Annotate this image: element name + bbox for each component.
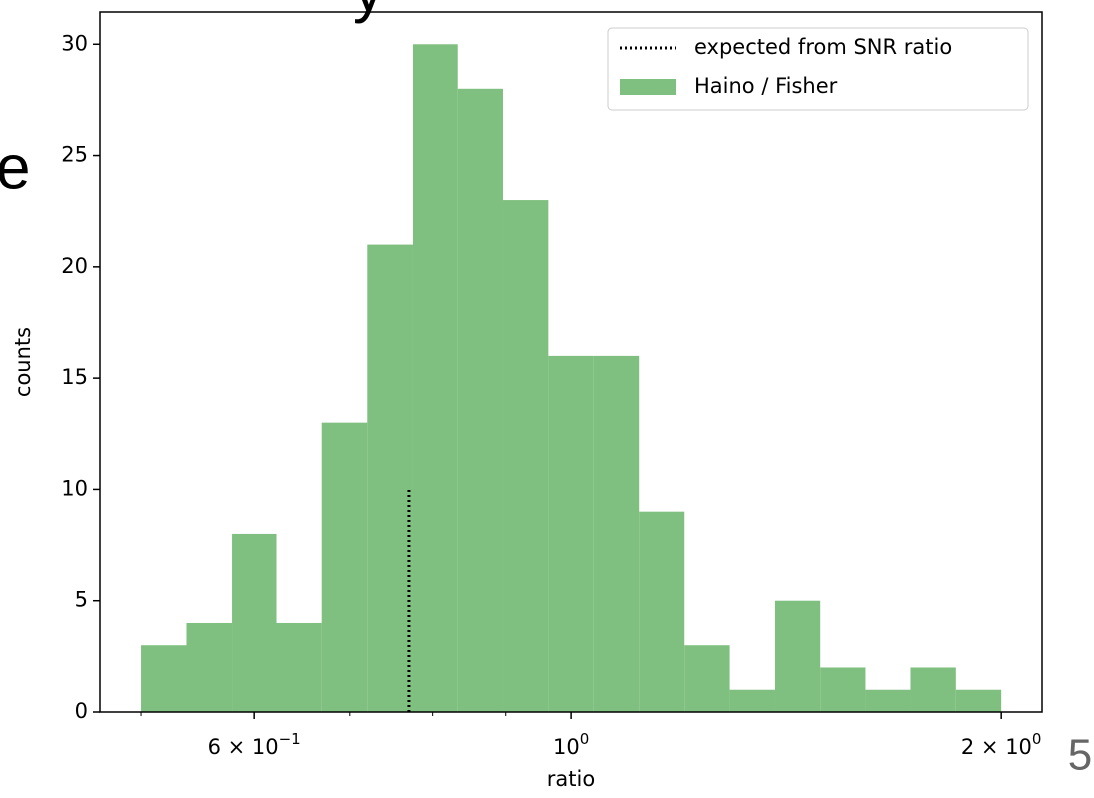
bar — [141, 645, 187, 712]
x-tick-exponent: 0 — [1032, 730, 1042, 748]
legend-swatch — [620, 79, 676, 95]
bar — [639, 511, 685, 712]
bar — [186, 622, 233, 712]
x-tick-base: 10 — [553, 735, 580, 759]
bar — [593, 355, 640, 712]
x-tick-label: 100 — [553, 730, 589, 760]
y-tick-label: 10 — [61, 476, 88, 500]
y-tick-label: 15 — [61, 365, 88, 389]
y-tick-label: 0 — [75, 699, 88, 723]
x-tick-base: 2 × 10 — [961, 735, 1032, 759]
bar — [502, 200, 549, 713]
bar — [684, 645, 730, 712]
bar — [910, 667, 956, 712]
bar — [412, 44, 458, 713]
bar — [276, 622, 322, 712]
x-tick-exponent: −1 — [279, 730, 301, 748]
bar — [774, 600, 821, 712]
bar — [457, 88, 503, 712]
bar — [367, 244, 413, 712]
legend-box — [607, 27, 1029, 111]
bar — [865, 689, 911, 712]
bar — [820, 667, 866, 712]
legend-label: Haino / Fisher — [694, 74, 838, 98]
page-number: 5 — [1068, 731, 1092, 780]
x-tick-label: 6 × 10−1 — [208, 730, 301, 760]
y-tick-label: 25 — [61, 143, 88, 167]
legend-label: expected from SNR ratio — [694, 35, 952, 59]
slide-fragment: e — [0, 133, 30, 202]
x-axis-label: ratio — [547, 767, 595, 791]
y-tick-label: 30 — [61, 31, 88, 55]
x-tick-label: 2 × 100 — [961, 730, 1042, 760]
bar — [321, 422, 368, 712]
x-tick-exponent: 0 — [580, 730, 590, 748]
bar — [729, 689, 775, 712]
y-axis-label: counts — [11, 327, 35, 397]
y-tick-label: 5 — [75, 588, 88, 612]
x-tick-base: 6 × 10 — [208, 735, 279, 759]
bar — [548, 355, 594, 712]
bar — [955, 689, 1002, 712]
bar — [232, 533, 277, 712]
y-tick-label: 20 — [61, 254, 88, 278]
